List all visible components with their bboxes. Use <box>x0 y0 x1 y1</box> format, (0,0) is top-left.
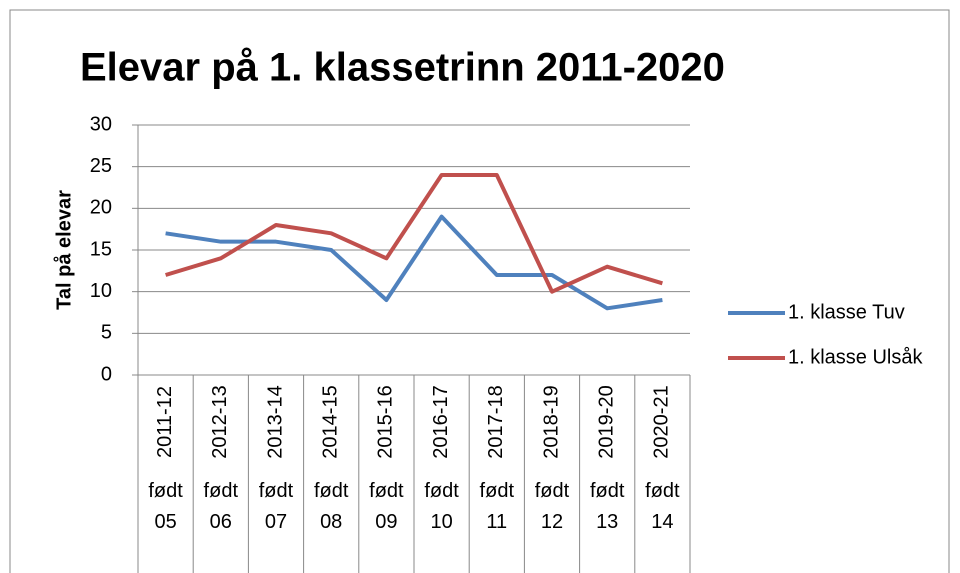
x-group-label: født 07 <box>258 480 294 533</box>
x-group-label: født 13 <box>589 480 625 533</box>
y-tick-label: 5 <box>101 322 112 344</box>
x-group-label: født 10 <box>424 480 459 533</box>
series-line <box>165 173 663 294</box>
legend-label: 1. klasse Tuv <box>788 301 905 323</box>
y-tick-label: 25 <box>90 155 112 177</box>
y-tick-label: 15 <box>90 238 112 260</box>
chart-title: Elevar på 1. klassetrinn 2011-2020 <box>80 46 725 90</box>
x-group-label: født 05 <box>148 480 183 533</box>
x-group-label: født 12 <box>534 480 570 533</box>
x-tick-label: 2013-14 <box>264 385 286 458</box>
y-tick-label: 20 <box>90 197 112 219</box>
y-tick-label: 30 <box>90 113 112 135</box>
legend-label: 1. klasse Ulsåk <box>788 346 923 368</box>
x-group-label: født 11 <box>479 480 514 533</box>
x-tick-label: 2012-13 <box>209 385 231 458</box>
x-tick-label: 2016-17 <box>430 385 452 458</box>
x-tick-label: 2019-20 <box>595 385 617 458</box>
x-tick-label: 2014-15 <box>319 385 341 458</box>
x-tick-label: 2017-18 <box>485 385 507 458</box>
y-tick-label: 10 <box>90 280 112 302</box>
x-group-label: født 14 <box>645 480 680 533</box>
x-tick-label: 2015-16 <box>375 385 397 458</box>
x-tick-label: 2020-21 <box>651 385 673 458</box>
y-axis-label: Tal på elevar <box>52 190 75 310</box>
y-tick-label: 0 <box>101 363 112 385</box>
x-group-label: født 06 <box>203 480 238 533</box>
x-tick-label: 2011-12 <box>154 386 176 458</box>
x-tick-label: 2018-19 <box>540 385 562 458</box>
x-group-label: født 08 <box>313 480 349 533</box>
x-group-label: født 09 <box>369 480 404 533</box>
